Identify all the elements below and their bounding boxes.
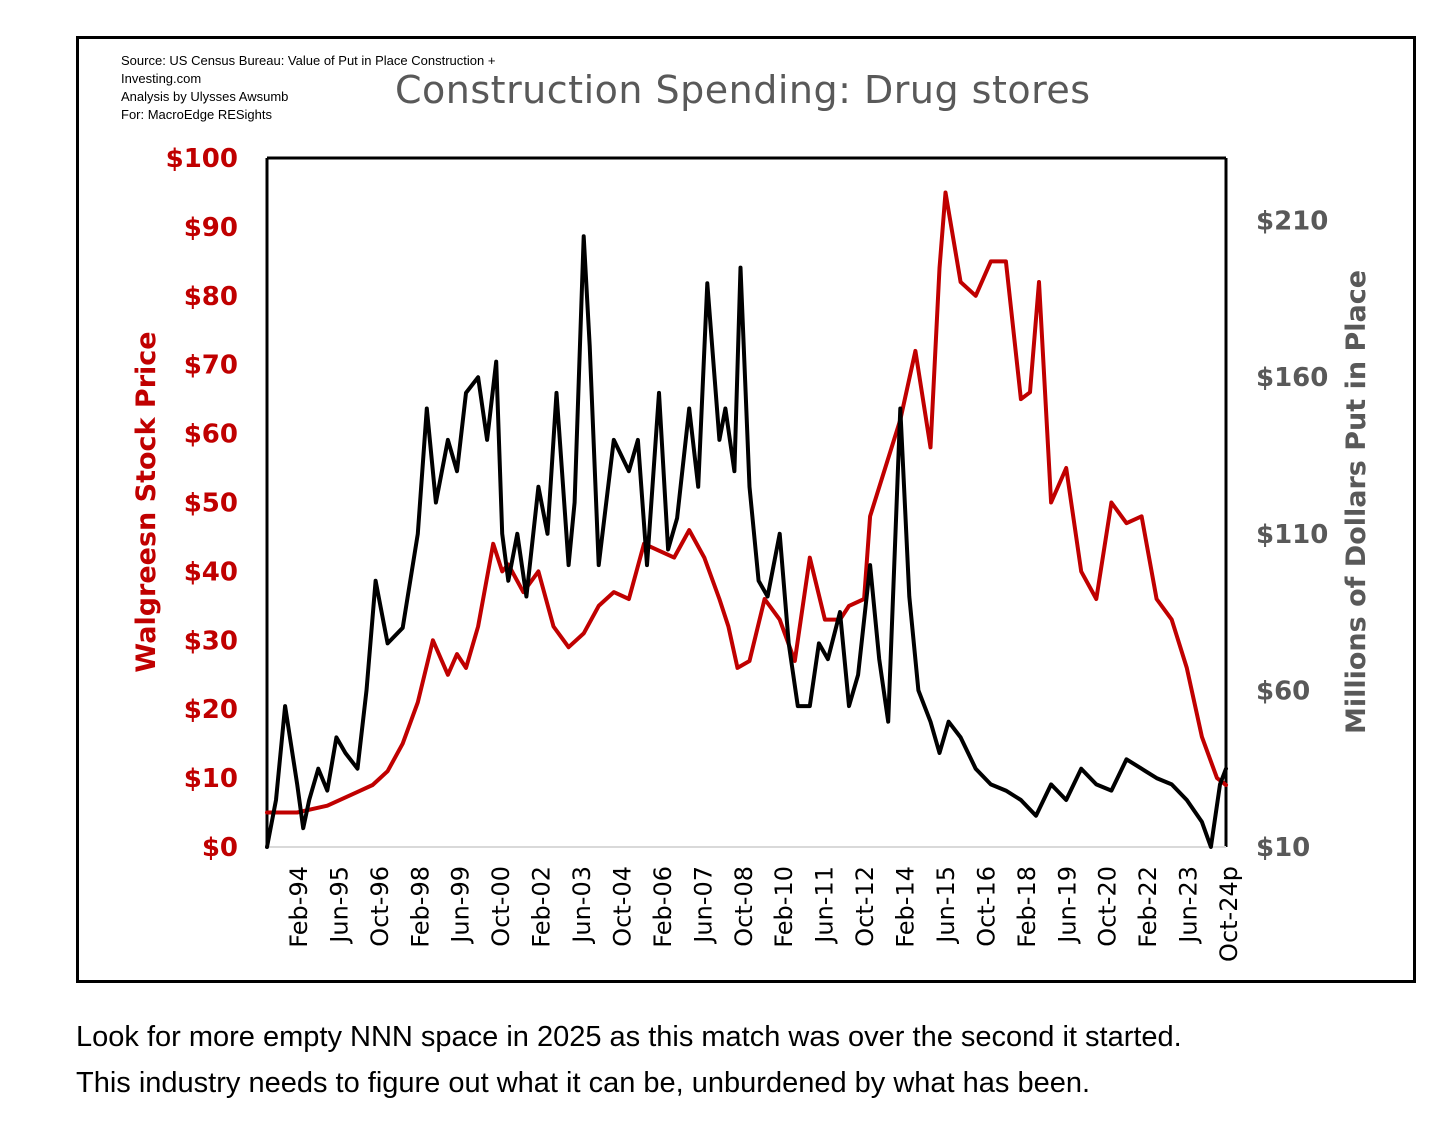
x-tick-label: Feb-22 [1134, 866, 1162, 948]
left-axis-tick-label: $30 [184, 626, 238, 656]
x-tick-label: Jun-99 [447, 866, 475, 945]
source-note: Source: US Census Bureau: Value of Put i… [121, 52, 495, 124]
x-tick-label: Jun-07 [689, 866, 717, 945]
left-axis-tick-label: $10 [184, 764, 238, 794]
series-line-construction-spending [265, 234, 1228, 849]
x-tick-label: Oct-16 [972, 866, 1000, 947]
right-axis-tick-label: $110 [1256, 520, 1328, 550]
x-tick-label: Feb-94 [285, 866, 313, 948]
right-axis-tick-label: $10 [1256, 833, 1310, 863]
x-tick-label: Oct-04 [608, 866, 636, 947]
left-axis-tick-label: $100 [166, 144, 238, 174]
chart-frame [76, 36, 1416, 983]
chart-svg: $0 $10 $20 $30 $40 $50 $60 $70 $80 $90 $100 $10 $60 $… [131, 144, 1372, 962]
x-tick-label: Oct-96 [366, 866, 394, 947]
caption: Look for more empty NNN space in 2025 as… [76, 1014, 1436, 1106]
x-tick-label: Jun-15 [932, 866, 960, 945]
left-axis-tick-label: $90 [184, 213, 238, 243]
x-tick-label: Feb-98 [406, 866, 434, 948]
left-axis-tick-label: $70 [184, 351, 238, 381]
x-tick-label: Feb-18 [1013, 866, 1041, 948]
source-line: For: MacroEdge RESights [121, 107, 273, 122]
caption-line: Look for more empty NNN space in 2025 as… [76, 1021, 1182, 1053]
x-tick-label: Feb-06 [649, 866, 677, 948]
left-axis-tick-label: $0 [202, 833, 238, 863]
x-tick-label: Jun-23 [1175, 866, 1203, 945]
source-line: Analysis by Ulysses Awsumb [121, 89, 289, 104]
left-axis-tick-label: $20 [184, 695, 238, 725]
series-line-stock-price [265, 190, 1228, 815]
left-axis-tick-label: $40 [184, 557, 238, 587]
x-tick-label: Jun-95 [325, 866, 353, 945]
caption-line: This industry needs to figure out what i… [76, 1067, 1091, 1099]
source-line: Investing.com [121, 71, 202, 86]
x-tick-label: Oct-08 [730, 866, 758, 947]
left-axis-title: Walgreesn Stock Price [131, 331, 162, 672]
x-tick-label: Jun-03 [568, 866, 596, 945]
x-tick-label: Feb-14 [892, 866, 920, 948]
x-tick-label: Oct-24p [1215, 866, 1243, 962]
right-axis-tick-label: $160 [1256, 363, 1328, 393]
x-tick-label: Feb-02 [528, 866, 556, 948]
x-tick-label: Oct-20 [1094, 866, 1122, 947]
right-axis-tick-label: $60 [1256, 676, 1310, 706]
x-tick-label: Oct-00 [487, 866, 515, 947]
right-axis-tick-label: $210 [1256, 207, 1328, 237]
left-axis-tick-label: $50 [184, 489, 238, 519]
chart-title: Construction Spending: Drug stores [395, 68, 1091, 112]
source-line: Source: US Census Bureau: Value of Put i… [121, 53, 496, 68]
left-axis-tick-label: $60 [184, 420, 238, 450]
x-tick-label: Feb-10 [770, 866, 798, 948]
x-tick-label: Oct-12 [851, 866, 879, 947]
x-tick-label: Jun-19 [1053, 866, 1081, 945]
left-axis-tick-label: $80 [184, 282, 238, 312]
x-tick-label: Jun-11 [811, 866, 839, 945]
right-axis-title: Millions of Dollars Put in Place [1341, 270, 1372, 734]
